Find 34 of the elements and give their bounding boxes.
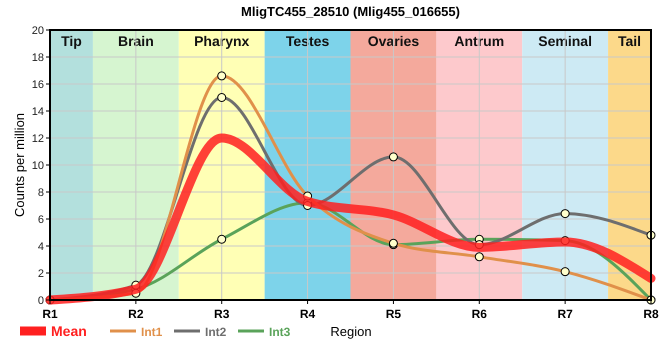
band-label: Pharynx (194, 33, 250, 49)
y-tick-label: 20 (32, 25, 44, 37)
y-tick-label: 10 (32, 160, 44, 172)
legend-label: Int3 (269, 325, 291, 339)
y-tick-label: 2 (38, 268, 44, 280)
y-tick-label: 16 (32, 79, 44, 91)
x-tick-label: R3 (214, 307, 230, 321)
band-label: Brain (118, 33, 154, 49)
chart-title: MligTC455_28510 (Mlig455_016655) (241, 4, 460, 19)
y-tick-label: 12 (32, 133, 44, 145)
x-tick-label: R1 (42, 307, 58, 321)
x-tick-label: R7 (557, 307, 574, 321)
legend-label: Int1 (141, 325, 163, 339)
x-tick-label: R4 (300, 307, 316, 321)
x-tick-label: R6 (472, 307, 488, 321)
band-label: Ovaries (368, 33, 420, 49)
legend-label: Mean (51, 323, 87, 339)
band-label: Tip (61, 33, 82, 49)
band-label: Tail (618, 33, 642, 49)
x-axis-title: Region (330, 324, 372, 339)
band-label: Antrum (454, 33, 504, 49)
band-label: Seminal (538, 33, 592, 49)
y-tick-label: 18 (32, 52, 44, 64)
band-label: Testes (286, 33, 330, 49)
y-tick-label: 8 (38, 187, 44, 199)
x-tick-label: R5 (386, 307, 402, 321)
x-tick-label: R8 (643, 307, 659, 321)
y-tick-label: 0 (38, 295, 44, 307)
y-tick-label: 6 (38, 214, 44, 226)
x-tick-label: R2 (128, 307, 144, 321)
legend-label: Int2 (205, 325, 227, 339)
y-tick-label: 4 (38, 241, 44, 253)
y-tick-label: 14 (32, 106, 44, 118)
y-axis-title: Counts per million (12, 112, 27, 218)
